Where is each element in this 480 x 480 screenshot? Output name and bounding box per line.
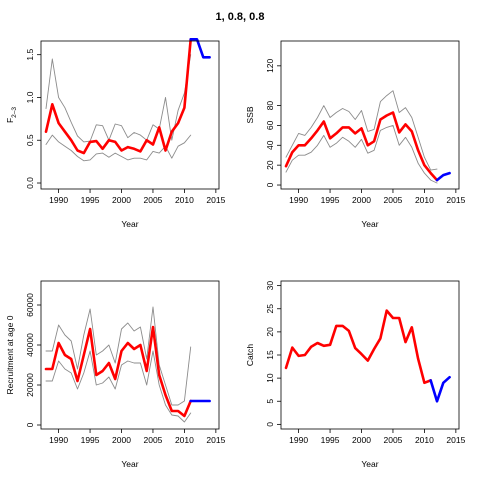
catch-x-axis-label: Year	[361, 459, 378, 469]
f-xtick-label: 2015	[206, 195, 225, 205]
ssb-series-projection	[435, 171, 451, 182]
ssb-xtick-label: 2000	[352, 195, 371, 205]
f-ytick-label: 1.0	[25, 91, 35, 103]
rec-series-upper	[45, 306, 192, 406]
ssb-series-lower	[285, 124, 438, 184]
f-ytick-label: 1.5	[25, 49, 35, 61]
f-plot-frame	[40, 40, 220, 190]
f-y-axis-label: F2–3	[5, 107, 18, 123]
f-xtick-label: 1995	[81, 195, 100, 205]
ssb-y-axis-label: SSB	[245, 106, 255, 123]
f-y-axis-label-sub: 2–3	[11, 107, 18, 118]
rec-xtick-label: 1995	[81, 435, 100, 445]
ssb-ytick-label: 60	[265, 120, 275, 130]
rec-xtick-label: 2015	[206, 435, 225, 445]
rec-ytick-label: 60000	[25, 293, 35, 317]
catch-xtick-label: 2005	[383, 435, 402, 445]
rec-y-axis-label: Recruitment at age 0	[5, 315, 15, 394]
catch-series-projection	[429, 375, 451, 403]
f-series-estimate	[44, 37, 192, 155]
rec-y-axis-label-main: Recruitment at age 0	[5, 315, 15, 394]
ssb-x-axis-label: Year	[361, 219, 378, 229]
catch-ytick-label: 15	[265, 350, 275, 360]
panels: 1990 1995 2000 2005 2010 20150.00.51.01.5Year…	[5, 37, 466, 469]
rec-xtick-label: 2000	[112, 435, 131, 445]
f-xtick-label: 2010	[175, 195, 194, 205]
panel-ssb: 1990 1995 2000 2005 2010 2015 0 20 40 60 80 120 Year…	[245, 40, 466, 229]
ssb-xtick-label: 1995	[321, 195, 340, 205]
f-series-projection	[189, 37, 211, 59]
catch-ytick-label: 5	[265, 399, 275, 404]
catch-ytick-label: 0	[265, 422, 275, 427]
ssb-xtick-label: 2015	[446, 195, 465, 205]
rec-xtick-label: 1990	[49, 435, 68, 445]
ssb-ytick-label: 0	[265, 182, 275, 187]
f-ytick-label: 0.0	[25, 177, 35, 189]
f-ytick-label: 0.5	[25, 134, 35, 146]
catch-ytick-label: 20	[265, 327, 275, 337]
catch-series-estimate	[284, 309, 433, 385]
f-series-upper	[45, 54, 192, 143]
rec-ytick-label: 20000	[25, 373, 35, 397]
rec-plot-frame	[40, 280, 220, 430]
ssb-xtick-label: 2010	[415, 195, 434, 205]
ssb-series-estimate	[284, 111, 439, 182]
rec-ytick-label: 0	[25, 422, 35, 427]
catch-y-axis-label-main: Catch	[245, 344, 255, 366]
catch-ytick-label: 25	[265, 304, 275, 314]
catch-xtick-label: 1995	[321, 435, 340, 445]
f-xtick-label: 2000	[112, 195, 131, 205]
catch-xtick-label: 1990	[289, 435, 308, 445]
ssb-ytick-label: 120	[265, 58, 275, 72]
rec-xtick-label: 2005	[143, 435, 162, 445]
rec-series-estimate	[44, 325, 192, 418]
rec-series-lower	[45, 350, 192, 423]
catch-xtick-label: 2015	[446, 435, 465, 445]
panel-rec: 1990 1995 2000 2005 2010 2015 0 20000 40000 60000…	[5, 280, 226, 469]
ssb-xtick-label: 1990	[289, 195, 308, 205]
catch-ytick-label: 10	[265, 373, 275, 383]
panel-catch: 1990 1995 2000 2005 2010 2015 0 5 10 15 20 25 30 Year…	[245, 280, 466, 469]
f-y-axis-label-main: F	[5, 118, 15, 123]
ssb-xtick-label: 2005	[383, 195, 402, 205]
ssb-ytick-label: 40	[265, 140, 275, 150]
catch-xtick-label: 2010	[415, 435, 434, 445]
catch-y-axis-label: Catch	[245, 344, 255, 366]
ssb-plot-frame	[280, 40, 460, 190]
rec-x-axis-label: Year	[121, 459, 138, 469]
ssb-ytick-label: 20	[265, 160, 275, 170]
catch-xtick-label: 2000	[352, 435, 371, 445]
panel-f: 1990 1995 2000 2005 2010 2015 0.0 0.5 1.0 1.5 Year…	[5, 37, 226, 229]
f-xtick-label: 2005	[143, 195, 162, 205]
ssb-series-upper	[285, 90, 438, 171]
f-x-axis-label: Year	[121, 219, 138, 229]
rec-ytick-label: 40000	[25, 333, 35, 357]
ssb-ytick-label: 80	[265, 101, 275, 111]
f-xtick-label: 1990	[49, 195, 68, 205]
ssb-y-axis-label-main: SSB	[245, 106, 255, 123]
rec-xtick-label: 2010	[175, 435, 194, 445]
catch-ytick-label: 30	[265, 281, 275, 291]
figure-title: 1, 0.8, 0.8	[216, 11, 265, 23]
